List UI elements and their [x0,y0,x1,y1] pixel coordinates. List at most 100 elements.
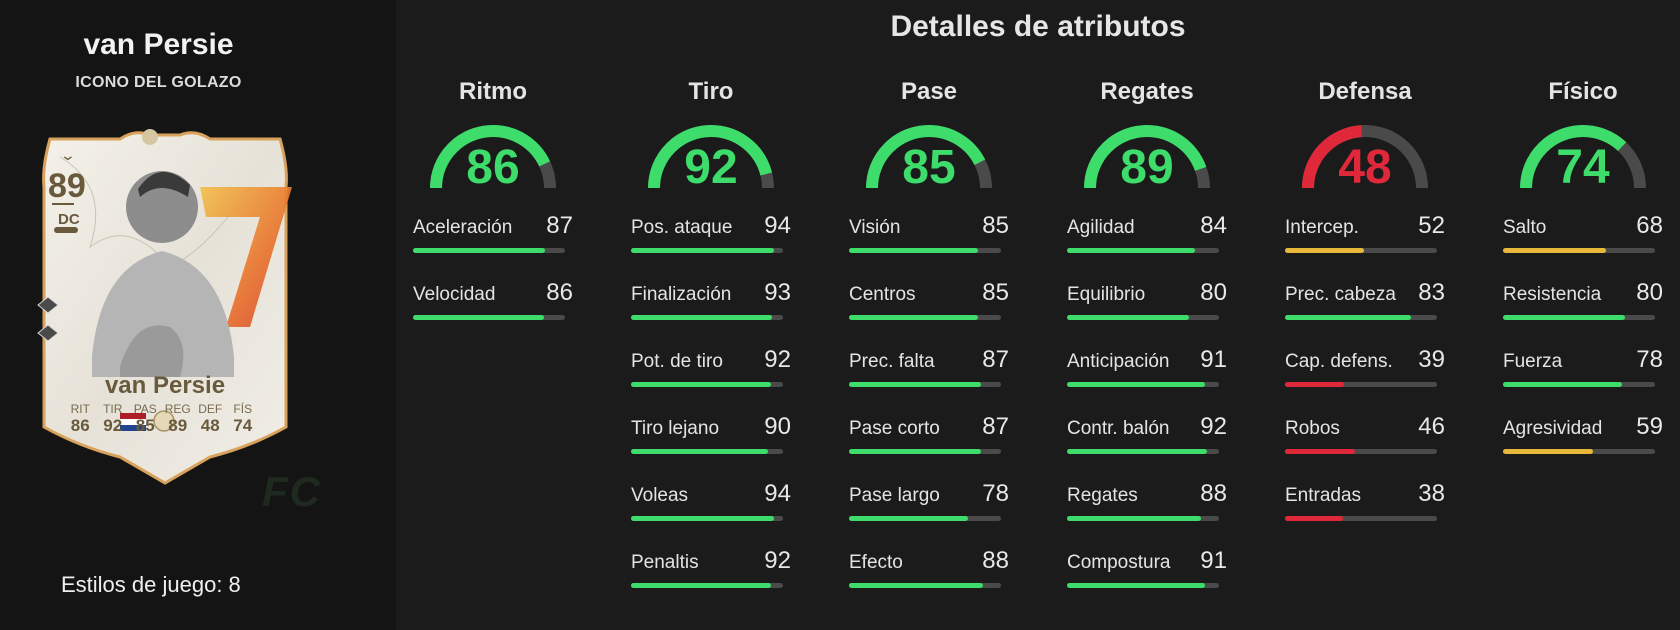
stat-bar-fill [849,449,982,454]
stat-value: 87 [982,346,1009,373]
stat-bar [1285,516,1437,521]
attribute-column: Regates 89 Agilidad 84 Equilibrio 80 Anticipac… [1067,78,1227,610]
category-title: Físico [1548,78,1618,105]
stat-name: Intercep. [1285,217,1359,238]
stat-name: Contr. balón [1067,418,1170,439]
stat-bar-fill [631,449,768,454]
category-value: 48 [1338,141,1392,194]
card-position: DC [58,211,80,228]
stat-bar-fill [1285,449,1355,454]
stat-list: Pos. ataque 94 Finalización 93 Pot. de tiro 9… [631,208,791,610]
stat-name: Cap. defens. [1285,351,1393,372]
stat-bar [631,382,783,387]
stat-bar-fill [849,516,968,521]
stat-bar-fill [1067,382,1206,387]
stat-bar [1067,449,1219,454]
card-stats: RIT 86 TIR 92 PAS 85 REG 89 DEF 48 FÍS 74 [64,402,294,436]
category-gauge: 92 [631,118,791,198]
stat-bar [631,583,783,588]
stat-value: 68 [1636,212,1663,239]
card-stat-label: PAS [133,402,157,416]
card-art [37,129,292,485]
stat-row: Entradas 38 [1285,476,1445,543]
stat-name: Finalización [631,284,732,305]
stat-bar [849,248,1001,253]
stat-bar [413,248,565,253]
card-stat-label: REG [164,402,191,416]
stat-value: 83 [1418,279,1445,306]
category-title: Regates [1100,78,1194,105]
gauge-fill [866,125,992,189]
stat-row: Visión 85 [849,208,1009,275]
card-stat-value: 86 [70,416,90,435]
gauge-arc [866,125,992,189]
stat-name: Pot. de tiro [631,351,723,372]
playstyles-count[interactable]: Estilos de juego: 8 [61,572,241,597]
stat-bar-fill [1067,449,1207,454]
stat-row: Voleas 94 [631,476,791,543]
stat-name: Resistencia [1503,284,1602,305]
stat-name: Velocidad [413,284,496,305]
stat-row: Pase largo 78 [849,476,1009,543]
stat-value: 91 [1200,547,1227,574]
stat-value: 78 [1636,346,1663,373]
stat-bar [1503,382,1655,387]
category-gauge: 74 [1503,118,1663,198]
stat-bar-fill [1067,248,1195,253]
stat-value: 92 [764,346,791,373]
stat-bar [1285,449,1437,454]
stat-row: Compostura 91 [1067,543,1227,610]
stat-list: Agilidad 84 Equilibrio 80 Anticipación 91 Cont… [1067,208,1227,610]
stat-list: Visión 85 Centros 85 Prec. falta 87 Pase corto… [849,208,1009,610]
card-stat-label: TIR [103,402,123,416]
stat-name: Aceleración [413,217,513,238]
stat-list: Salto 68 Resistencia 80 Fuerza 78 Agresividad 5… [1503,208,1663,476]
player-name: van Persie [83,28,234,61]
stat-name: Penaltis [631,552,699,573]
stat-value: 92 [764,547,791,574]
stat-bar-fill [1285,516,1343,521]
stat-bar [1285,382,1437,387]
attribute-column: Pase 85 Visión 85 Centros 85 Prec. falta 87 Pase… [849,78,1009,610]
stat-bar [1503,315,1655,320]
stat-bar [1503,248,1655,253]
stat-row: Finalización 93 [631,275,791,342]
stat-bar [849,449,1001,454]
gauge-arc [1302,125,1428,189]
stat-bar-fill [631,248,774,253]
gauge-arc [648,125,774,189]
stat-bar-fill [1285,382,1345,387]
stat-bar [849,583,1001,588]
stat-value: 84 [1200,212,1227,239]
stat-value: 85 [982,212,1009,239]
stat-bar-fill [631,516,774,521]
stat-row: Tiro lejano 90 [631,409,791,476]
stat-bar [1067,516,1219,521]
stat-name: Visión [849,217,901,238]
card-player-name: van Persie [104,372,226,399]
stat-row: Pot. de tiro 92 [631,342,791,409]
stat-value: 86 [546,279,573,306]
category-value: 74 [1556,141,1610,194]
stat-value: 94 [764,212,791,239]
player-card[interactable]: ⌄ 89 DC van Persie RIT 86 TIR 92 PAS 85 REG… [20,127,310,489]
stat-bar [631,315,783,320]
attribute-column: Defensa 48 Intercep. 52 Prec. cabeza 83 Cap. d… [1285,78,1445,543]
stat-name: Fuerza [1503,351,1563,372]
attribute-column: Tiro 92 Pos. ataque 94 Finalización 93 Pot. de… [631,78,791,610]
card-rating: 89 [48,167,86,205]
stat-value: 90 [764,413,791,440]
stat-value: 87 [546,212,573,239]
card-stat-value: 92 [103,416,123,435]
category-value: 86 [466,141,520,194]
stat-bar-fill [1067,315,1189,320]
player-subtitle: ICONO DEL GOLAZO [75,74,242,91]
stat-row: Resistencia 80 [1503,275,1663,342]
stat-bar [1067,248,1219,253]
category-gauge: 89 [1067,118,1227,198]
stat-bar [849,382,1001,387]
attribute-column: Físico 74 Salto 68 Resistencia 80 Fuerza 78 Agre… [1503,78,1663,476]
category-title: Pase [900,78,958,105]
stat-name: Prec. falta [849,351,935,372]
stat-value: 87 [982,413,1009,440]
